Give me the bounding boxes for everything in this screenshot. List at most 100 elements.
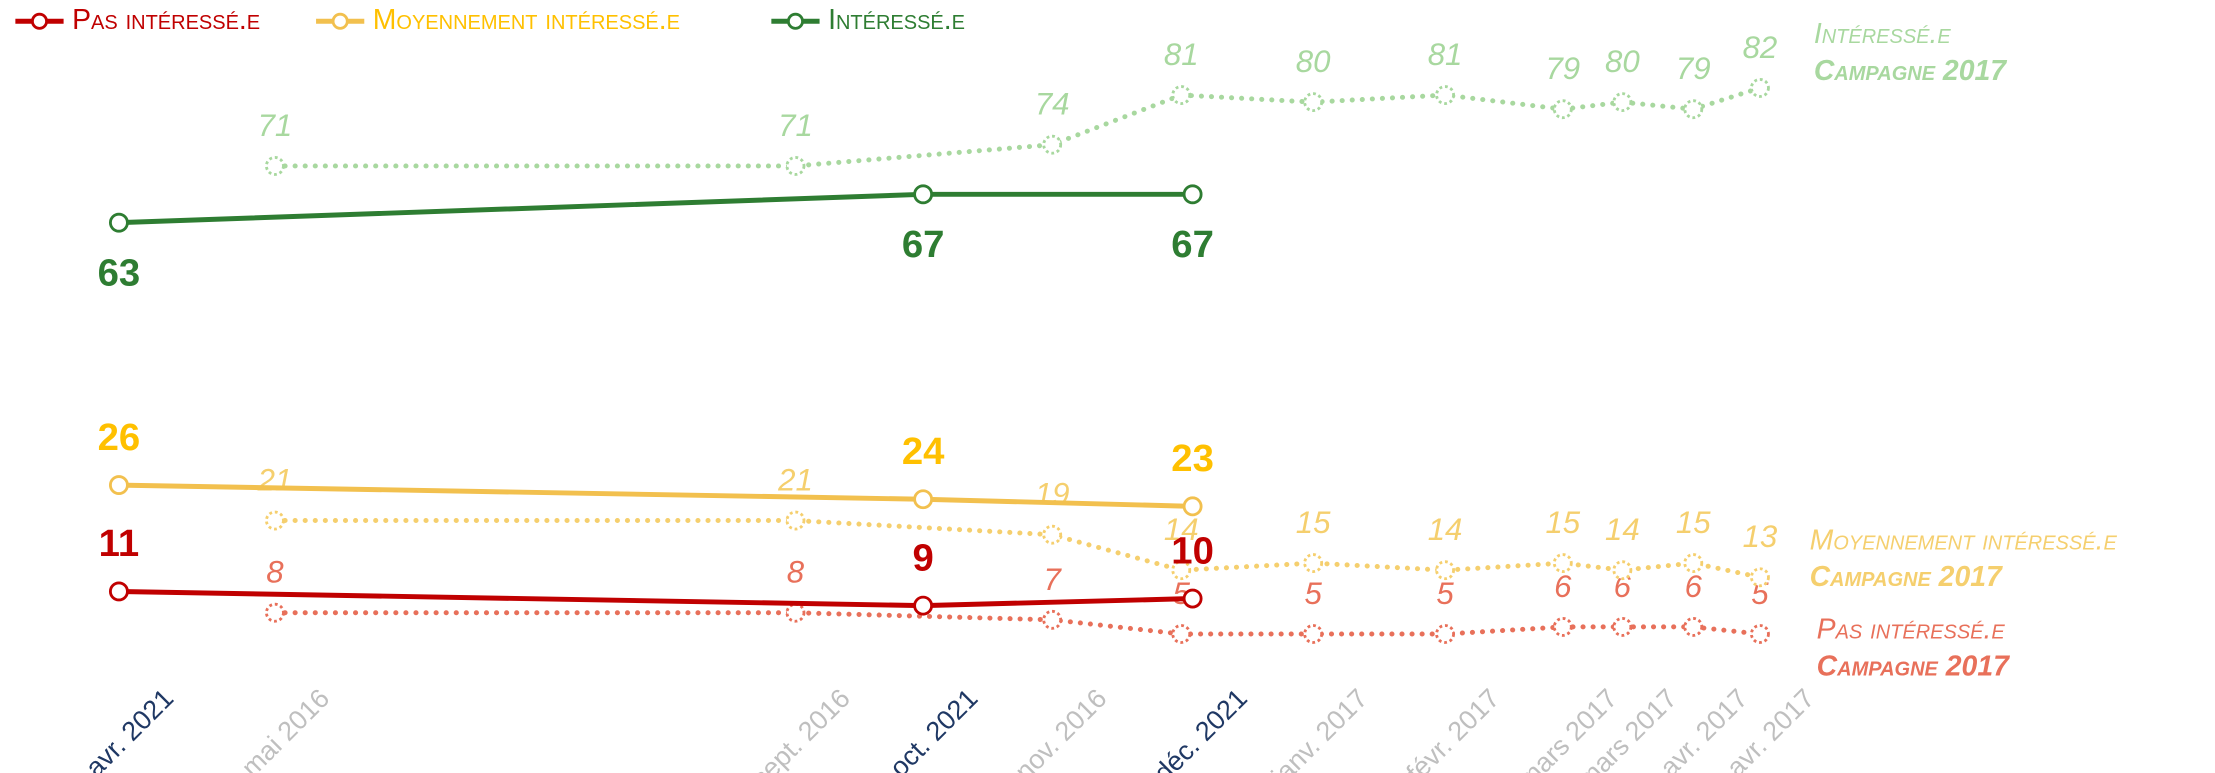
data-point bbox=[1552, 553, 1573, 574]
data-point bbox=[1042, 609, 1063, 630]
x-tick-label: déc. 2021 bbox=[1148, 683, 1253, 773]
data-point bbox=[108, 581, 129, 602]
legend-label: Moyennement intéressé.e bbox=[373, 4, 680, 36]
data-label: 79 bbox=[1676, 51, 1711, 86]
x-tick-label: oct. 2021 bbox=[884, 683, 984, 773]
data-point bbox=[1612, 560, 1633, 581]
data-label: 10 bbox=[1171, 529, 1214, 572]
data-label: 26 bbox=[98, 416, 141, 459]
data-point bbox=[1683, 616, 1704, 637]
data-point bbox=[265, 510, 285, 531]
data-label: 71 bbox=[258, 108, 293, 143]
x-tick-label: janv. 2017 bbox=[1265, 683, 1373, 773]
series-line bbox=[272, 518, 1763, 580]
data-point bbox=[1171, 624, 1192, 644]
data-point bbox=[1552, 99, 1573, 120]
data-point bbox=[265, 602, 285, 623]
data-point bbox=[1182, 496, 1203, 517]
legend-marker bbox=[331, 12, 349, 30]
data-label: 80 bbox=[1605, 44, 1640, 79]
data-label: 82 bbox=[1743, 30, 1778, 65]
data-point bbox=[785, 510, 806, 531]
data-point bbox=[913, 184, 934, 205]
data-point bbox=[1683, 553, 1704, 574]
data-label: 19 bbox=[1035, 477, 1070, 512]
series-label: Moyennement intéressé.e bbox=[1810, 524, 2118, 556]
x-tick-label: mai 2016 bbox=[236, 683, 336, 773]
data-label: 21 bbox=[257, 462, 293, 497]
legend-label: Intéressé.e bbox=[828, 4, 965, 36]
data-point bbox=[1612, 616, 1633, 637]
series-line bbox=[272, 85, 1763, 169]
data-point bbox=[1435, 85, 1455, 105]
data-label: 14 bbox=[1164, 512, 1199, 547]
data-label: 15 bbox=[1545, 505, 1580, 540]
data-point bbox=[1750, 624, 1770, 644]
data-label: 67 bbox=[902, 223, 945, 266]
data-label: 81 bbox=[1164, 37, 1199, 72]
data-point bbox=[1750, 78, 1770, 98]
data-label: 7 bbox=[1044, 562, 1063, 597]
legend-marker bbox=[786, 12, 804, 30]
data-label: 21 bbox=[777, 462, 813, 497]
x-tick-label: sept. 2016 bbox=[746, 683, 856, 773]
data-label: 71 bbox=[778, 108, 813, 143]
data-point bbox=[1750, 567, 1770, 588]
data-label: 14 bbox=[1428, 512, 1463, 547]
data-label: 15 bbox=[1296, 505, 1331, 540]
data-label: 74 bbox=[1035, 87, 1070, 122]
series-line bbox=[116, 191, 1196, 226]
data-point bbox=[1303, 92, 1324, 113]
data-label: 11 bbox=[99, 522, 139, 565]
data-point bbox=[913, 489, 934, 510]
data-point bbox=[1435, 560, 1455, 581]
data-label: 5 bbox=[1304, 576, 1322, 611]
data-label: 24 bbox=[902, 430, 945, 473]
x-tick-label: avr. 2021 bbox=[80, 683, 180, 773]
data-label: 80 bbox=[1296, 44, 1331, 79]
legend-label: Pas intéressé.e bbox=[72, 4, 260, 36]
data-label: 14 bbox=[1605, 512, 1640, 547]
data-point bbox=[785, 602, 806, 623]
data-point bbox=[1182, 588, 1203, 609]
data-label: 8 bbox=[787, 555, 805, 590]
data-label: 8 bbox=[266, 555, 284, 590]
x-tick-label: févr. 2017 bbox=[1401, 683, 1506, 773]
data-label: 15 bbox=[1676, 505, 1711, 540]
data-point bbox=[1612, 92, 1633, 113]
x-tick-label: nov. 2016 bbox=[1009, 683, 1112, 773]
data-label: 5 bbox=[1436, 576, 1454, 611]
series-label-campaign: Campagne 2017 bbox=[1817, 651, 2010, 683]
data-point bbox=[1303, 624, 1324, 644]
series-label-campaign: Campagne 2017 bbox=[1814, 55, 2007, 87]
series-label-campaign: Campagne 2017 bbox=[1810, 561, 2003, 593]
series-line bbox=[272, 610, 1763, 637]
data-label: 23 bbox=[1171, 437, 1214, 480]
data-point bbox=[913, 595, 934, 616]
data-label: 67 bbox=[1171, 223, 1214, 266]
data-label: 9 bbox=[912, 536, 933, 579]
data-point bbox=[785, 156, 806, 176]
series-line bbox=[116, 588, 1196, 609]
data-point bbox=[1042, 134, 1063, 155]
data-label: 6 bbox=[1554, 569, 1572, 604]
data-label: 81 bbox=[1428, 37, 1463, 72]
data-point bbox=[1042, 524, 1063, 545]
series-label: Intéressé.e bbox=[1814, 18, 1952, 50]
data-point bbox=[1435, 624, 1455, 644]
legend-marker bbox=[30, 12, 48, 30]
data-label: 13 bbox=[1743, 519, 1778, 554]
data-point bbox=[1683, 99, 1704, 120]
data-point bbox=[108, 212, 129, 233]
data-point bbox=[265, 156, 285, 176]
data-point bbox=[108, 475, 129, 496]
data-point bbox=[1552, 616, 1573, 637]
data-point bbox=[1182, 184, 1203, 205]
series-label: Pas intéressé.e bbox=[1817, 614, 2006, 646]
data-point bbox=[1171, 560, 1192, 581]
data-point bbox=[1303, 553, 1324, 574]
data-label: 6 bbox=[1685, 569, 1703, 604]
data-label: 63 bbox=[98, 251, 141, 294]
data-point bbox=[1171, 85, 1192, 105]
